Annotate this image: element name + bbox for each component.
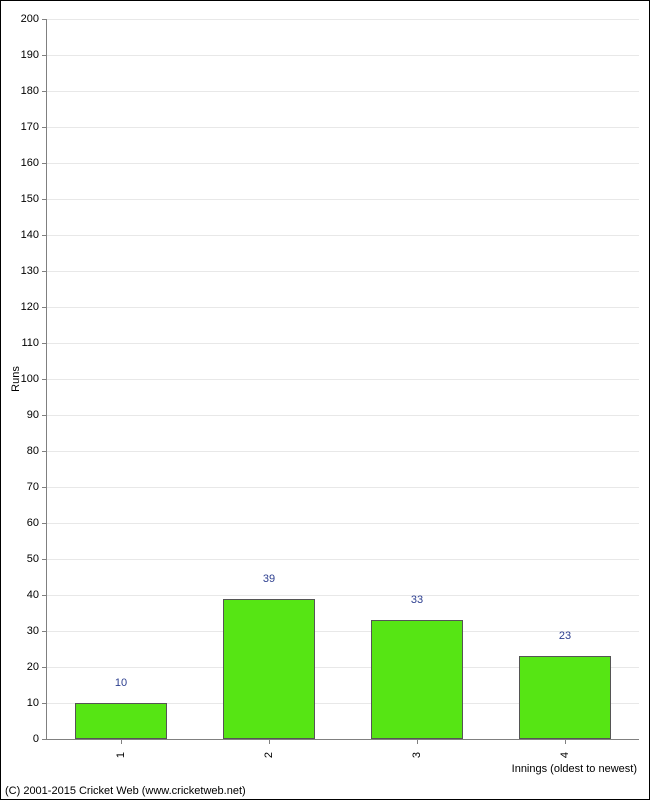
y-tick-label: 40 <box>27 589 47 601</box>
gridline <box>47 559 639 560</box>
gridline <box>47 55 639 56</box>
y-tick-label: 180 <box>21 85 47 97</box>
y-tick-label: 0 <box>33 733 47 745</box>
y-tick-label: 90 <box>27 409 47 421</box>
y-tick-label: 20 <box>27 661 47 673</box>
gridline <box>47 415 639 416</box>
bar-value-label: 23 <box>559 630 571 642</box>
y-tick-label: 100 <box>21 373 47 385</box>
y-tick-label: 110 <box>21 337 47 349</box>
y-tick-label: 130 <box>21 265 47 277</box>
chart-frame: 0102030405060708090100110120130140150160… <box>0 0 650 800</box>
x-tick-label: 1 <box>115 752 127 758</box>
y-tick-label: 120 <box>21 301 47 313</box>
x-tick-mark <box>565 739 566 744</box>
x-tick-label: 2 <box>263 752 275 758</box>
gridline <box>47 127 639 128</box>
gridline <box>47 631 639 632</box>
y-tick-label: 170 <box>21 121 47 133</box>
x-axis-title: Innings (oldest to newest) <box>512 763 637 775</box>
x-tick-label: 4 <box>559 752 571 758</box>
x-tick-label: 3 <box>411 752 423 758</box>
y-tick-label: 50 <box>27 553 47 565</box>
plot-area: 0102030405060708090100110120130140150160… <box>46 19 639 740</box>
bar <box>371 620 463 739</box>
y-axis-title: Runs <box>10 366 22 392</box>
y-tick-label: 70 <box>27 481 47 493</box>
bar-value-label: 33 <box>411 594 423 606</box>
gridline <box>47 271 639 272</box>
y-tick-label: 160 <box>21 157 47 169</box>
gridline <box>47 379 639 380</box>
gridline <box>47 487 639 488</box>
footer-text: (C) 2001-2015 Cricket Web (www.cricketwe… <box>5 785 246 797</box>
x-tick-mark <box>417 739 418 744</box>
gridline <box>47 235 639 236</box>
bar-value-label: 39 <box>263 573 275 585</box>
y-tick-label: 200 <box>21 13 47 25</box>
y-tick-label: 150 <box>21 193 47 205</box>
bar-value-label: 10 <box>115 677 127 689</box>
x-tick-mark <box>269 739 270 744</box>
x-tick-mark <box>121 739 122 744</box>
y-tick-label: 190 <box>21 49 47 61</box>
gridline <box>47 451 639 452</box>
gridline <box>47 523 639 524</box>
gridline <box>47 19 639 20</box>
bar <box>223 599 315 739</box>
y-tick-label: 30 <box>27 625 47 637</box>
y-tick-label: 140 <box>21 229 47 241</box>
y-tick-label: 80 <box>27 445 47 457</box>
bar <box>75 703 167 739</box>
y-tick-label: 60 <box>27 517 47 529</box>
gridline <box>47 343 639 344</box>
gridline <box>47 307 639 308</box>
y-tick-label: 10 <box>27 697 47 709</box>
gridline <box>47 91 639 92</box>
gridline <box>47 199 639 200</box>
gridline <box>47 595 639 596</box>
gridline <box>47 163 639 164</box>
bar <box>519 656 611 739</box>
